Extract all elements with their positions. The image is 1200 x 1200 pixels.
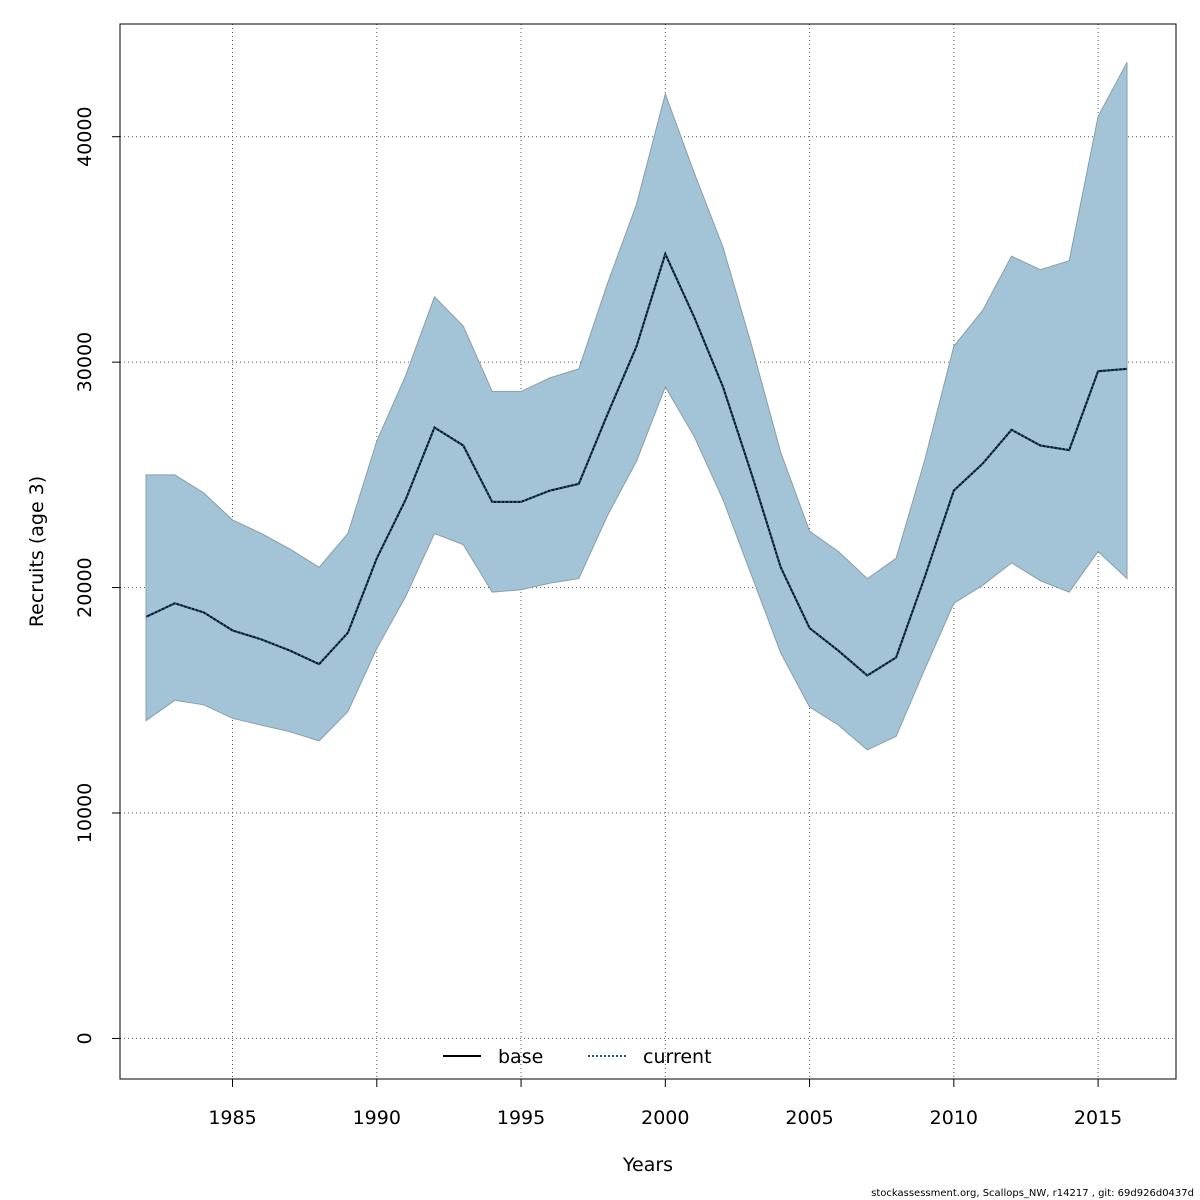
x-tick-label: 2010 xyxy=(930,1107,978,1129)
y-tick-label: 40000 xyxy=(74,106,96,166)
y-tick-label: 30000 xyxy=(74,332,96,392)
y-tick-label: 0 xyxy=(74,1032,96,1044)
x-axis-title: Years xyxy=(622,1154,673,1176)
legend: base current xyxy=(443,1046,712,1068)
x-tick-label: 1990 xyxy=(353,1107,401,1129)
y-axis-title: Recruits (age 3) xyxy=(26,476,48,627)
x-tick-label: 1995 xyxy=(497,1107,545,1129)
legend-label-current: current xyxy=(643,1046,712,1068)
legend-label-base: base xyxy=(498,1046,543,1068)
plot-frame xyxy=(119,23,1177,1080)
series-line-base xyxy=(145,251,1128,677)
x-tick-label: 1985 xyxy=(208,1107,256,1129)
footer-credit: stockassessment.org, Scallops_NW, r14217… xyxy=(871,1188,1194,1199)
x-tick-label: 2015 xyxy=(1074,1107,1122,1129)
x-tick-label: 2000 xyxy=(641,1107,689,1129)
y-axis: 0 10000 20000 30000 40000 xyxy=(74,106,120,1044)
x-axis: 1985 1990 1995 2000 2005 2010 2015 xyxy=(208,1079,1122,1129)
y-tick-label: 10000 xyxy=(74,783,96,843)
x-tick-label: 2005 xyxy=(785,1107,833,1129)
series-lines xyxy=(145,251,1128,677)
y-tick-label: 20000 xyxy=(74,557,96,617)
confidence-band xyxy=(145,62,1128,751)
